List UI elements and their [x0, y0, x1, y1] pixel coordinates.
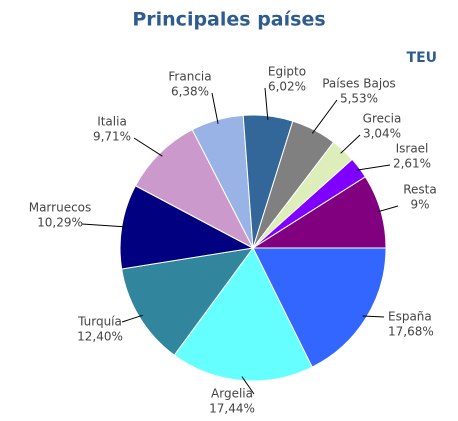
leader-line	[121, 314, 144, 323]
slice-value-label: 9,71%	[93, 130, 131, 144]
slice-value-label: 10,29%	[37, 216, 83, 230]
slice-label: Países Bajos	[322, 77, 396, 91]
slice-label: Argelia	[211, 387, 253, 401]
pie-slice	[121, 247, 255, 356]
slice-label: Francia	[168, 70, 211, 84]
slice-label: España	[388, 310, 432, 324]
slice-value-label: 17,68%	[388, 325, 434, 339]
slice-value-label: 9%	[410, 198, 429, 212]
slice-value-label: 5,53%	[340, 92, 378, 106]
slice-label: Resta	[403, 183, 437, 197]
unit-label: TEU	[407, 50, 437, 66]
slice-label: Turquía	[77, 315, 122, 329]
pie-slice	[252, 247, 387, 368]
slice-value-label: 17,44%	[209, 402, 255, 416]
slice-label: Israel	[396, 142, 429, 156]
pie-slice	[134, 129, 255, 250]
slice-value-label: 12,40%	[77, 330, 123, 344]
pie-slice	[173, 247, 313, 382]
slice-label: Italia	[97, 115, 127, 129]
slice-value-label: 6,02%	[268, 80, 306, 94]
slice-label: Egipto	[268, 65, 306, 79]
leader-line	[376, 205, 399, 213]
slice-value-label: 2,61%	[393, 157, 431, 171]
leader-line	[241, 376, 255, 395]
leader-line	[264, 87, 269, 120]
leader-line	[133, 137, 163, 157]
slice-label: Grecia	[363, 112, 402, 126]
leader-line	[355, 164, 391, 171]
leader-line	[211, 92, 219, 124]
leader-line	[311, 99, 338, 134]
leader-line	[340, 134, 361, 154]
leader-line	[362, 315, 385, 318]
slice-value-label: 6,38%	[171, 85, 209, 99]
slice-label: Marruecos	[29, 201, 92, 215]
leader-line	[81, 223, 126, 228]
chart-title: Principales países	[132, 9, 325, 31]
slice-value-label: 3,04%	[363, 127, 401, 141]
